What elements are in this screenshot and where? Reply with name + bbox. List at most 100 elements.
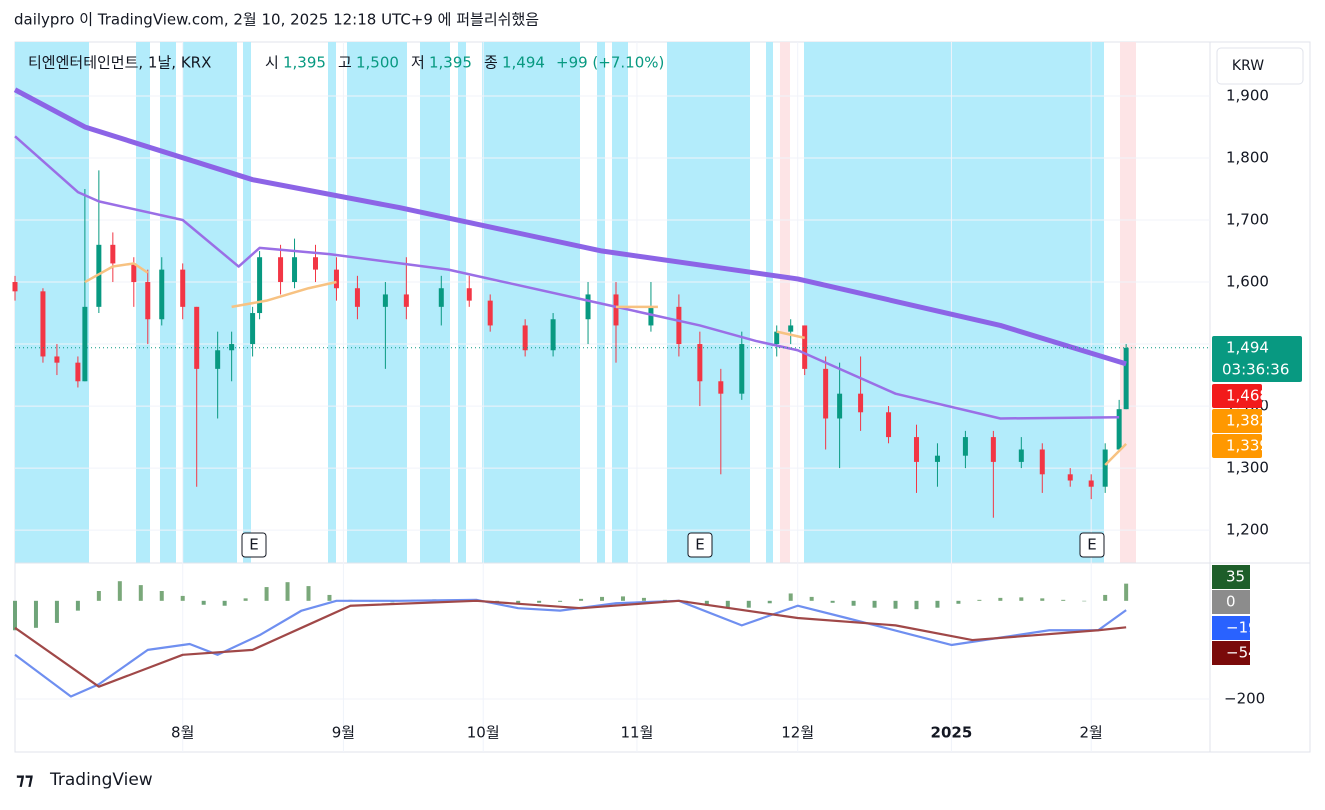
macd-hist-bar [307,586,311,601]
earnings-marker[interactable]: E [249,536,258,554]
candle-body [313,257,318,269]
candle-body [278,257,283,282]
candle-body [439,288,444,307]
logo-mark: ⁊⁊ [16,770,33,790]
x-tick-label: 9월 [332,724,355,742]
candle-body [334,270,339,289]
price-badge-text: 1,339 [1226,437,1269,455]
macd-hist-bar [914,601,918,609]
symbol: 티엔엔터테인먼트, 1날, KRX [28,54,211,72]
candle-body [1019,449,1024,461]
y-tick-label: 1,800 [1226,148,1269,166]
candle-body [551,319,556,350]
macd-badge-text: 35 [1226,568,1245,586]
footer-brand: TradingView [49,770,153,790]
button-label[interactable]: KRW [1232,58,1264,74]
macd-hist-bar [181,596,185,601]
currency-button[interactable]: KRW [1217,48,1303,84]
macd-hist-bar [998,598,1002,601]
macd-hist-bar [873,601,877,608]
ohlc-label: 시 [265,54,279,72]
ohlc-value: 1,500 [356,54,399,72]
candle-body [963,437,968,456]
macd-hist-bar [244,598,248,600]
legend: 티엔엔터테인먼트, 1날, KRX 시 1,395 고 1,500 저 1,39… [28,54,664,72]
candle-body [858,394,863,413]
candle-body [802,325,807,368]
price-badge-timer: 03:36:36 [1222,361,1289,379]
macd-hist-bar [223,601,227,606]
earnings-marker[interactable]: E [695,536,704,554]
macd-hist-bar [600,597,604,601]
x-tick-label: 8월 [171,724,194,742]
macd-hist-bar [1103,595,1107,601]
candle-body [697,344,702,381]
x-tick-label: 11월 [621,724,654,742]
candle-body [40,291,45,356]
candle-body [774,332,779,344]
macd-hist-bar [747,601,751,608]
macd-badge-text: −19 [1226,619,1258,637]
macd-hist-bar [789,593,793,600]
candle-body [75,363,80,382]
macd-hist-bar [55,601,59,623]
macd-badge-text: −54 [1226,644,1258,662]
candle-body [404,294,409,306]
candle-body [467,288,472,300]
candle-body [523,325,528,350]
candle-body [159,270,164,320]
candle-body [676,307,681,344]
macd-hist-bar [852,601,856,606]
macd-hist-bar [977,600,981,601]
x-tick-label: 2월 [1080,724,1103,742]
candle-body [991,437,996,462]
ohlc-value: 1,395 [283,54,326,72]
ohlc-label: 저 [411,54,425,72]
header: dailypro 이 TradingView.com, 2월 10, 2025 … [14,11,539,29]
candle-body [355,288,360,307]
candle-body [110,245,115,264]
macd-hist-bar [1061,600,1065,601]
candle-body [292,257,297,282]
candle-body [1117,409,1122,449]
candle-body [914,437,919,462]
macd-hist-bar [831,601,835,603]
macd-hist-bar [76,601,80,611]
candle-body [837,394,842,419]
candle-body [788,325,793,331]
macd-hist-bar [894,601,898,609]
ohlc-value: 1,395 [429,54,472,72]
macd-hist-bar [34,601,38,628]
price-badge-text: 1,382 [1226,412,1269,430]
footer: ⁊⁊ TradingView [16,770,153,790]
macd-hist-bar [537,601,541,603]
macd-hist-bar [579,599,583,601]
macd-line [15,600,1126,697]
candle-body [250,313,255,344]
macd-hist-bar [621,596,625,600]
candle-body [145,282,150,319]
macd-hist-bar [97,591,101,601]
macd-hist-bar [265,587,269,601]
candle-body [194,307,199,369]
candle-body [180,270,185,307]
earnings-marker[interactable]: E [1087,536,1096,554]
candle-body [383,294,388,306]
macd-hist-bar [810,597,814,601]
price-badge-text: 1,468 [1226,387,1269,405]
candle-body [82,307,87,381]
y-tick-label: 1,300 [1226,459,1269,477]
candle-body [215,350,220,369]
y-tick-label: 1,600 [1226,273,1269,291]
y-tick-label: 1,900 [1226,86,1269,104]
x-tick-label: 2025 [931,724,973,742]
candle-body [1103,449,1108,486]
macd-hist-bar [286,582,290,601]
candle-body [718,381,723,393]
macd-hist-bar [139,585,143,601]
macd-hist-bar [118,581,122,601]
candle-body [54,356,59,362]
